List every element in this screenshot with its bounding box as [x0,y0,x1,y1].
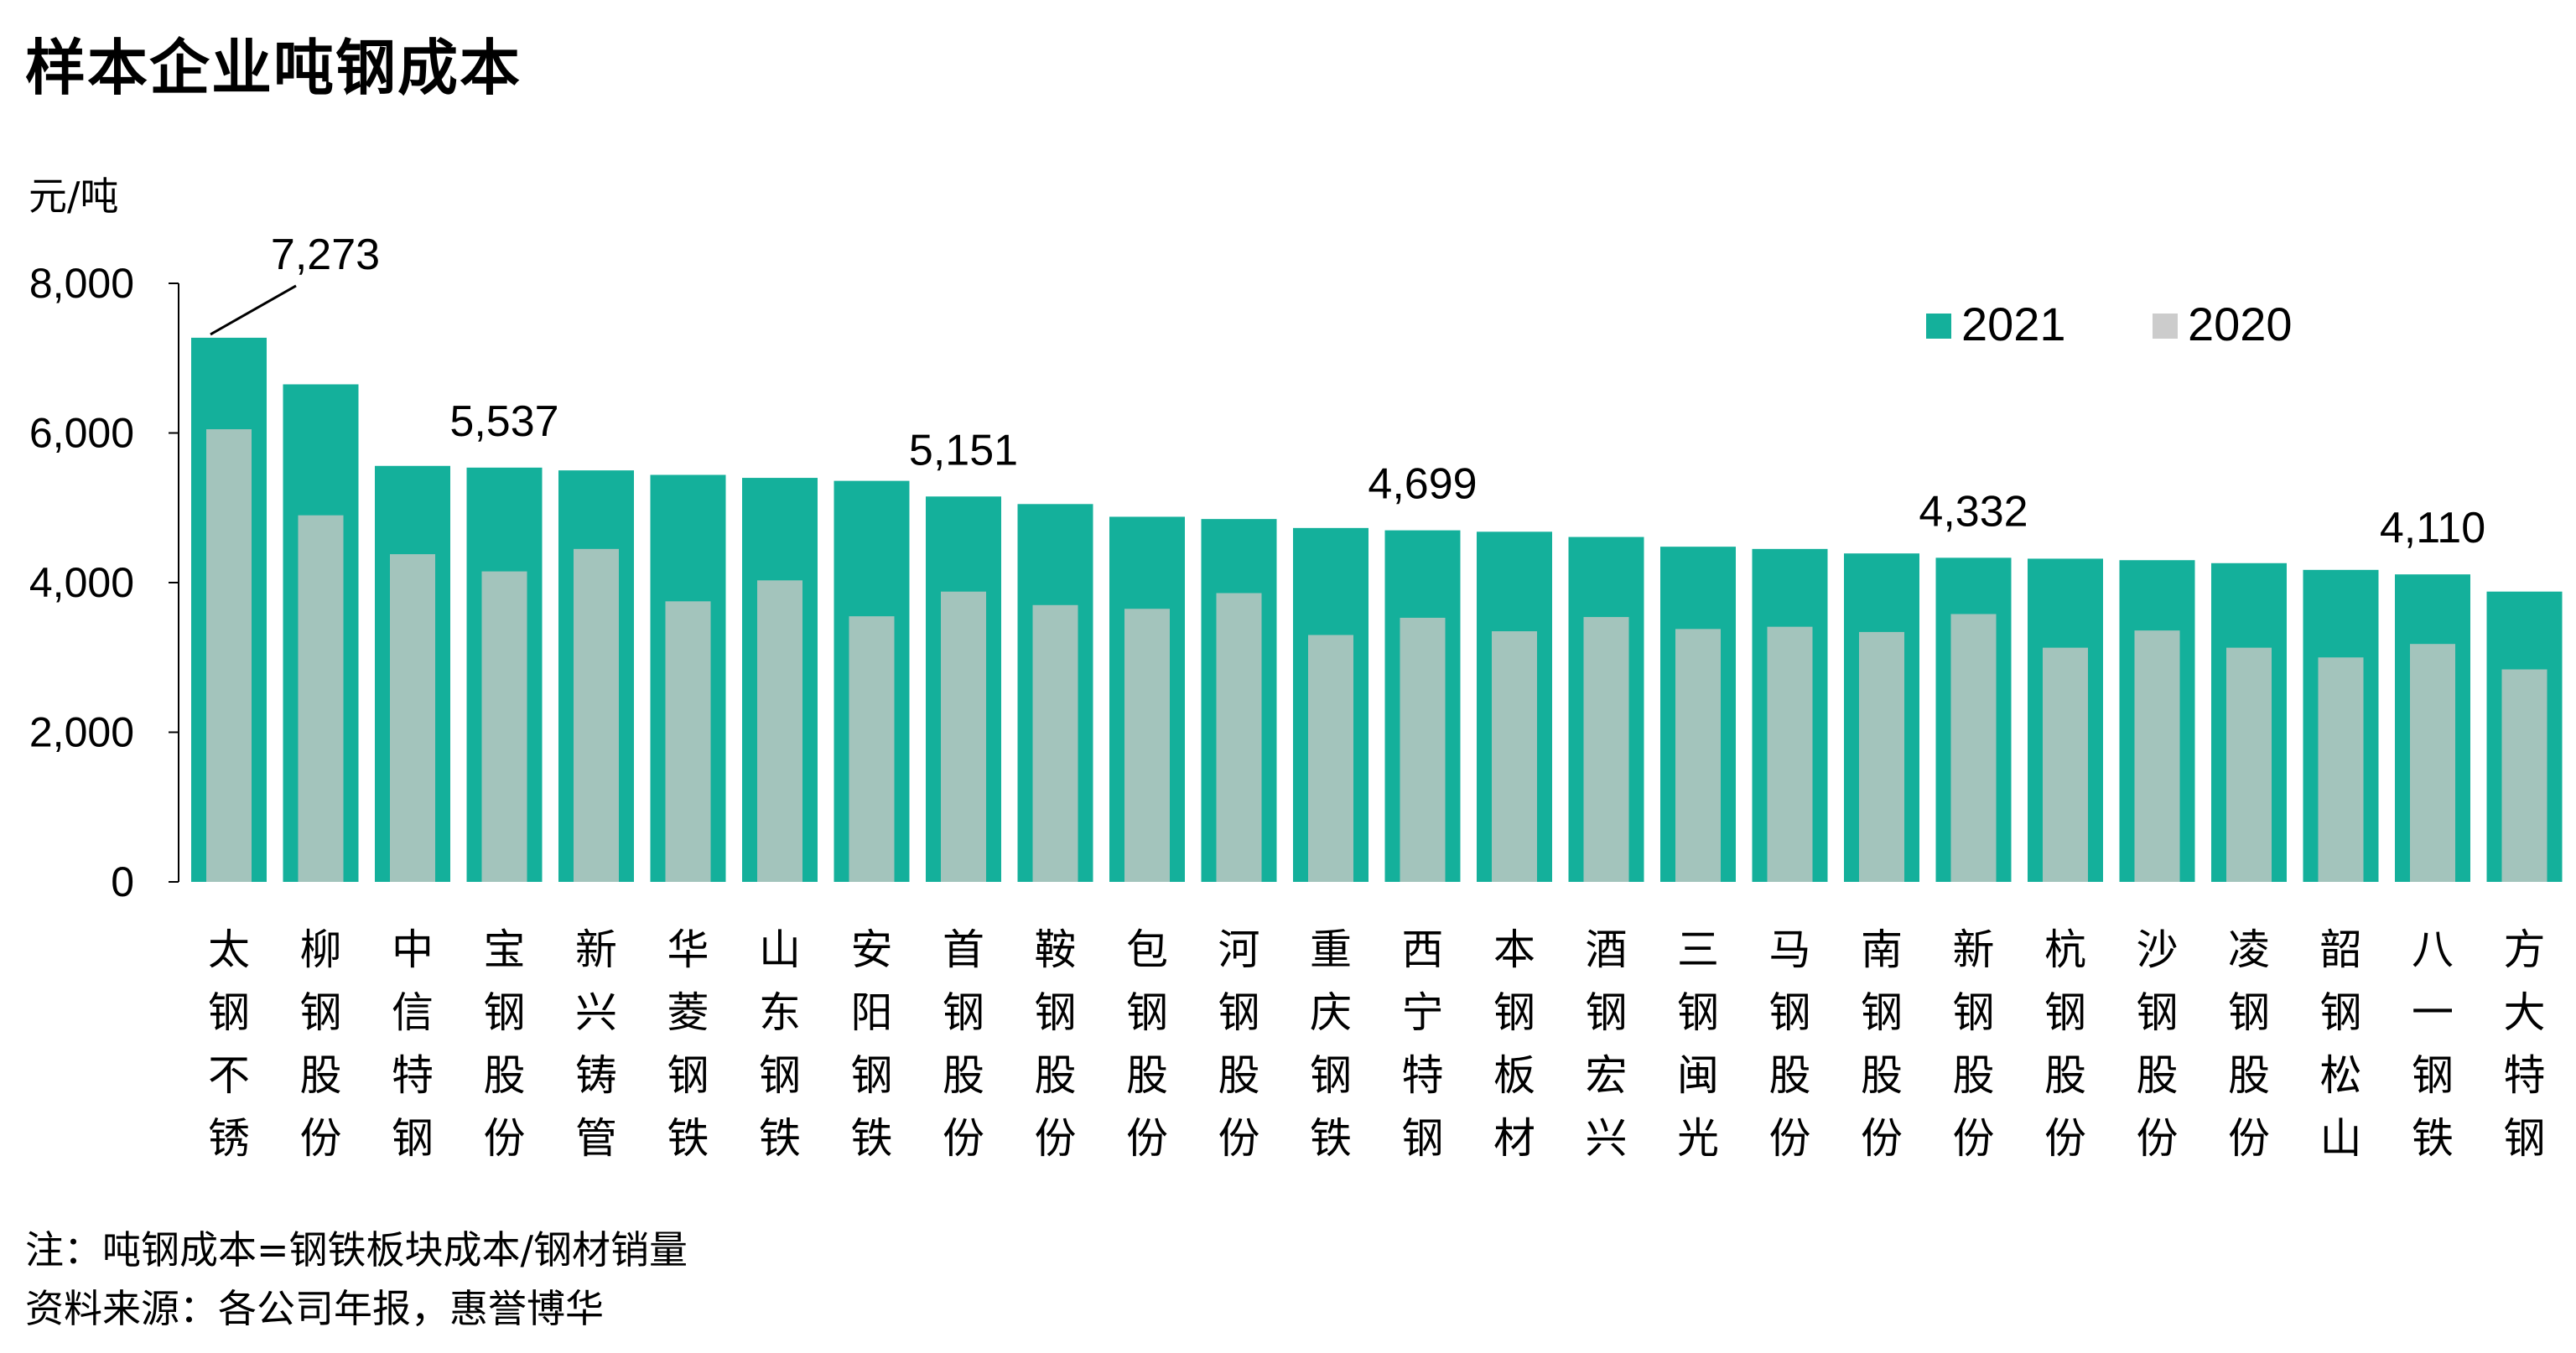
x-tick-label: 杭钢股份 [2044,925,2086,1163]
bar-2020 [390,554,435,882]
x-tick-label: 山东钢铁 [759,925,801,1163]
x-tick-label: 鞍钢股份 [1035,925,1077,1163]
bar-2020 [1124,609,1170,882]
x-tick-label: 沙钢股份 [2137,925,2179,1163]
bar-2020 [1859,631,1904,882]
bar-2020 [2410,644,2455,882]
x-tick-label: 宝钢股份 [484,925,526,1163]
x-tick-label: 太钢不锈 [208,925,250,1163]
x-axis-labels: 太钢不锈 柳钢股份 中信特钢 宝钢股份 新兴铸管 华菱钢铁 山东钢铁 安阳钢铁 首钢股份 鞍钢股份… [208,925,2546,1163]
x-tick-label: 首钢股份 [943,925,984,1163]
bar-2020 [574,548,619,882]
x-tick-label: 重庆钢铁 [1310,925,1352,1163]
bar-2020 [1032,604,1078,882]
footnote-source: 资料来源：各公司年报，惠誉博华 [25,1286,604,1331]
x-tick-label: 安阳钢铁 [851,925,893,1163]
y-tick-label: 4,000 [29,559,134,606]
legend-swatch [1926,314,1951,339]
data-label: 4,110 [2380,504,2485,552]
x-tick-label: 本钢板材 [1493,925,1535,1163]
footnote-note: 注：吨钢成本=钢铁板块成本/钢材销量 [25,1227,688,1273]
bar-2020 [2226,647,2272,882]
legend: 2021 2020 [1926,298,2293,350]
bar-2020 [1400,617,1446,882]
x-tick-label: 包钢股份 [1126,925,1168,1163]
bar-2020 [298,515,344,882]
y-axis-unit-label: 元/吨 [29,174,119,219]
bar-2020 [941,591,986,882]
bar-2020 [1767,626,1813,882]
annotations: 7,273 5,537 5,151 4,699 4,332 4,110 [210,231,2485,552]
data-label: 7,273 [271,231,380,279]
bar-2020 [1675,629,1721,882]
bar-2020 [1308,635,1353,882]
x-tick-label: 八一钢铁 [2412,925,2454,1163]
x-tick-label: 马钢股份 [1769,925,1811,1163]
bar-2020 [665,601,711,882]
x-tick-label: 方大特钢 [2504,925,2546,1163]
bar-2020 [1216,593,1262,882]
bar-2020 [849,616,895,882]
bar-2020 [2043,647,2088,882]
y-tick-label: 0 [111,858,134,905]
bar-2020 [1950,614,1997,882]
x-tick-label: 韶钢松山 [2320,925,2362,1163]
x-tick-label: 南钢股份 [1861,925,1903,1163]
x-tick-label: 新钢股份 [1953,925,1995,1163]
y-axis: 0 2,000 4,000 6,000 8,000 [29,260,179,905]
x-tick-label: 中信特钢 [392,925,434,1163]
x-tick-label: 华菱钢铁 [667,925,709,1163]
x-tick-label: 凌钢股份 [2228,925,2270,1163]
legend-swatch [2153,314,2178,339]
bar-2020 [2318,657,2364,882]
bar-2020 [481,571,527,882]
x-tick-label: 柳钢股份 [300,925,342,1163]
chart-title: 样本企业吨钢成本 [25,33,522,103]
legend-label: 2021 [1961,298,2066,350]
annotation-leader-line [210,284,297,336]
y-tick-label: 6,000 [29,410,134,457]
data-label: 4,699 [1368,460,1477,509]
bar-2020 [2501,669,2547,882]
data-label: 4,332 [1919,487,2028,536]
legend-label: 2020 [2188,298,2293,350]
x-tick-label: 三钢闽光 [1677,925,1719,1163]
x-tick-label: 河钢股份 [1218,925,1260,1163]
bar-2020 [757,580,802,882]
bar-2020 [2134,630,2180,882]
x-tick-label: 西宁特钢 [1402,925,1444,1163]
x-tick-label: 新兴铸管 [575,925,617,1163]
data-label: 5,537 [449,397,558,446]
y-tick-label: 8,000 [29,260,134,307]
y-tick-label: 2,000 [29,709,134,756]
data-label: 5,151 [909,426,1018,474]
bars [191,337,2563,882]
bar-2020 [1583,617,1629,882]
bar-2020 [1492,631,1537,882]
bar-2020 [206,429,252,882]
x-tick-label: 酒钢宏兴 [1586,925,1628,1163]
